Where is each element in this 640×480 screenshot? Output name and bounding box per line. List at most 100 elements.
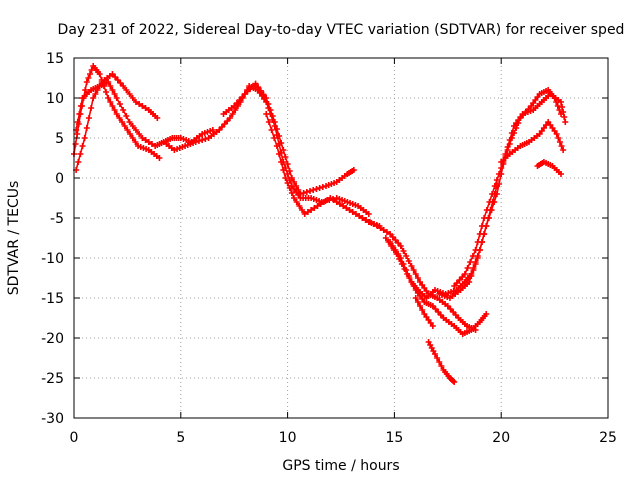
data-point	[282, 175, 289, 181]
data-point	[314, 203, 321, 209]
data-point	[504, 147, 511, 153]
data-point	[434, 355, 441, 361]
data-point	[273, 126, 280, 132]
data-point	[76, 111, 83, 117]
data-point	[257, 87, 264, 94]
data-point	[278, 140, 285, 146]
data-series-layer	[71, 63, 569, 385]
data-point	[466, 279, 473, 285]
data-point	[349, 209, 356, 215]
data-point	[232, 107, 239, 113]
data-point	[268, 127, 275, 133]
data-point	[346, 207, 353, 213]
data-point	[431, 351, 438, 357]
data-point	[377, 225, 384, 231]
data-point	[129, 135, 136, 141]
data-point	[276, 133, 283, 139]
y-tick-label: 0	[55, 171, 64, 187]
data-point	[359, 215, 366, 221]
series-track-15	[425, 339, 458, 385]
data-point	[319, 184, 326, 190]
data-point	[470, 267, 477, 273]
data-point	[278, 159, 285, 165]
data-point	[229, 111, 236, 117]
data-point	[288, 190, 295, 196]
data-point	[511, 130, 518, 136]
data-point	[295, 187, 302, 193]
data-point	[558, 143, 565, 149]
data-point	[255, 84, 262, 91]
data-point	[405, 273, 412, 279]
x-tick-label: 10	[279, 430, 297, 446]
data-point	[85, 75, 92, 81]
y-tick-label: -10	[41, 251, 64, 267]
data-point	[555, 135, 562, 141]
data-point	[400, 248, 407, 254]
data-point	[96, 71, 103, 77]
data-point	[310, 187, 317, 193]
data-point	[397, 243, 404, 249]
data-point	[103, 89, 110, 95]
data-point	[271, 119, 278, 125]
data-point	[120, 107, 127, 113]
data-point	[94, 87, 101, 93]
data-point	[414, 275, 421, 281]
data-point	[350, 167, 357, 173]
data-point	[276, 151, 283, 157]
data-point	[107, 99, 114, 105]
data-point	[311, 205, 318, 211]
data-point	[336, 201, 343, 207]
y-tick-label: -30	[41, 411, 64, 427]
data-point	[96, 83, 103, 89]
data-point	[121, 123, 128, 129]
series-track-3	[73, 71, 161, 173]
data-point	[556, 107, 563, 113]
data-point	[493, 177, 500, 183]
data-point	[498, 165, 505, 171]
series-track-14	[412, 295, 436, 329]
data-point	[296, 203, 303, 209]
x-tick-label: 5	[176, 430, 185, 446]
data-point	[252, 80, 259, 87]
data-point	[129, 95, 136, 101]
data-point	[111, 107, 118, 113]
data-point	[387, 239, 394, 245]
data-point	[284, 180, 291, 186]
data-point	[85, 115, 92, 121]
data-point	[496, 171, 503, 177]
data-point	[139, 103, 146, 109]
data-point	[366, 219, 373, 225]
y-axis-label: SDTVAR / TECUs	[6, 181, 22, 296]
data-point	[513, 125, 520, 131]
grid-lines	[74, 58, 608, 418]
data-point	[154, 115, 161, 121]
data-point	[317, 201, 324, 207]
x-tick-label: 25	[599, 430, 617, 446]
data-point	[468, 273, 475, 279]
data-point	[481, 215, 488, 221]
data-point	[395, 251, 402, 257]
data-point	[299, 207, 306, 213]
data-point	[77, 151, 84, 157]
data-point	[474, 239, 481, 245]
data-point	[397, 255, 404, 261]
data-point	[389, 243, 396, 249]
data-point	[508, 135, 515, 141]
series-track-6	[263, 111, 383, 229]
data-point	[307, 188, 314, 194]
data-point	[271, 135, 278, 141]
data-point	[148, 141, 155, 147]
data-point	[74, 131, 81, 137]
data-point	[515, 120, 522, 126]
data-point	[74, 119, 81, 125]
data-point	[560, 147, 567, 153]
axis-ticks: 0 5 10 15 20 25 -30 -25 -20 -15 -10 -5 0 5 10 15	[41, 51, 617, 446]
data-point	[483, 311, 490, 317]
plot-frame	[73, 57, 609, 419]
series-track-13	[534, 159, 565, 177]
data-point	[554, 103, 561, 109]
data-point	[136, 101, 143, 107]
data-point	[132, 127, 139, 133]
data-point	[561, 114, 568, 120]
y-tick-label: 5	[55, 131, 64, 147]
